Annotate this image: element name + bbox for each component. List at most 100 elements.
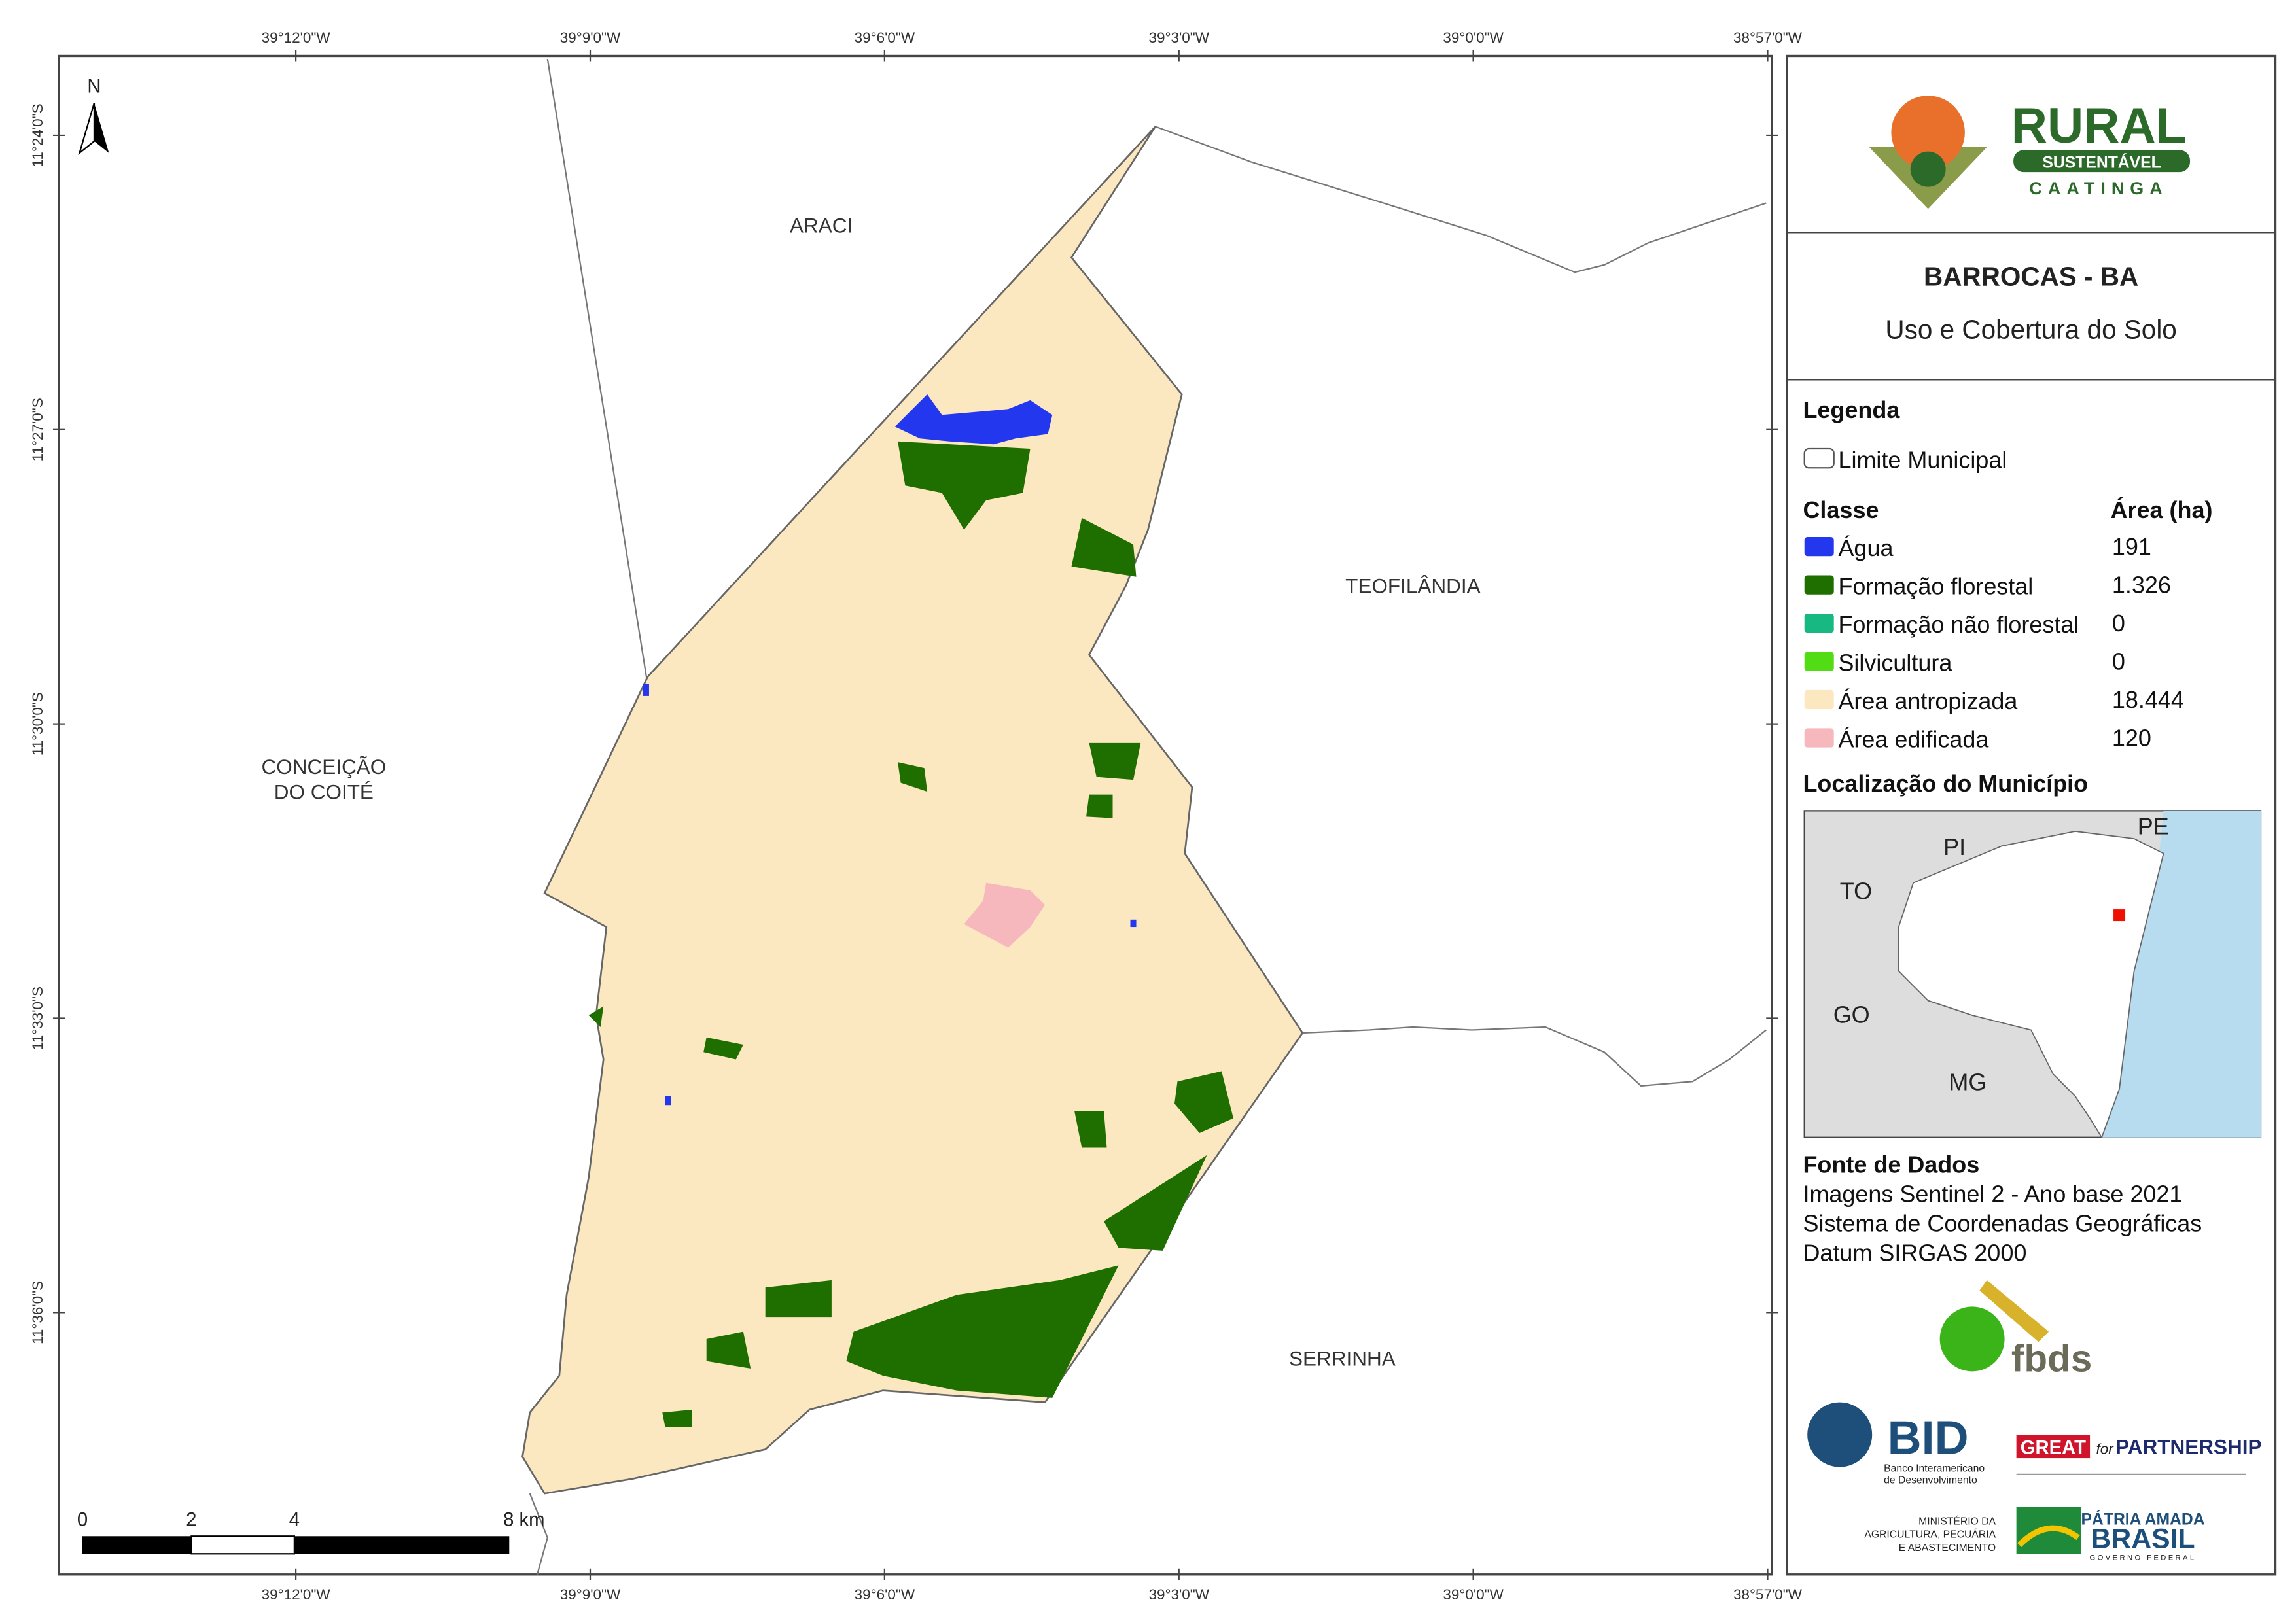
source-line: Datum SIRGAS 2000 bbox=[1803, 1240, 2026, 1266]
state-label: GO bbox=[1833, 1001, 1870, 1028]
logo-sun bbox=[1891, 96, 1965, 169]
location-title: Localização do Município bbox=[1803, 770, 2088, 797]
forest bbox=[898, 762, 928, 792]
bid-sub: Banco Interamericano bbox=[1884, 1463, 1985, 1474]
location-inset: PI PE TO GO MG bbox=[1803, 810, 2262, 1139]
logo-sub: SUSTENTÁVEL bbox=[2042, 153, 2161, 171]
coord-label: 11°33'0"S bbox=[29, 986, 46, 1050]
scale-label: 2 bbox=[186, 1510, 196, 1531]
inset-ocean bbox=[2102, 811, 2261, 1138]
legend-class: Área edificada bbox=[1838, 726, 1988, 753]
forest bbox=[1104, 1155, 1207, 1251]
logo-region: CAATINGA bbox=[2029, 179, 2168, 198]
coord-label: 11°24'0"S bbox=[29, 103, 46, 167]
coord-label: 39°12'0"W bbox=[262, 29, 331, 46]
water bbox=[665, 1096, 671, 1106]
water bbox=[643, 684, 649, 696]
legend-swatch bbox=[1804, 652, 1834, 671]
brasil-flag-arc bbox=[2017, 1525, 2080, 1548]
legend-class: Água bbox=[1838, 534, 1893, 561]
forest bbox=[1086, 794, 1113, 818]
coord-label: 39°3'0"W bbox=[1148, 1586, 1209, 1603]
class-header: Classe bbox=[1803, 497, 1879, 523]
state-label: TO bbox=[1840, 877, 1872, 904]
legend-swatch bbox=[1804, 575, 1834, 595]
water bbox=[894, 394, 1053, 445]
water bbox=[1130, 919, 1137, 928]
scale-bar: 0 2 4 8 km bbox=[77, 1510, 544, 1555]
boundary-line bbox=[546, 58, 648, 685]
coord-label: 39°0'0"W bbox=[1443, 29, 1504, 46]
legend-class: Formação florestal bbox=[1838, 573, 2033, 600]
legend-swatch bbox=[1804, 689, 1834, 710]
legend-area: 18.444 bbox=[2112, 686, 2184, 713]
coordinate-labels: 39°12'0"W 39°12'0"W 39°9'0"W 39°9'0"W 39°6'0… bbox=[29, 29, 1803, 1603]
coord-label: 11°30'0"S bbox=[29, 692, 46, 756]
patria-text: PÁTRIA AMADA bbox=[2081, 1510, 2204, 1528]
coord-label: 38°57'0"W bbox=[1733, 1586, 1803, 1603]
arrow-left bbox=[78, 103, 96, 156]
place-label: TEOFILÂNDIA bbox=[1345, 574, 1480, 597]
source-line: Sistema de Coordenadas Geográficas bbox=[1803, 1210, 2202, 1237]
legend-title: Legenda bbox=[1803, 396, 1900, 423]
great-box bbox=[2016, 1435, 2091, 1459]
boundary-line bbox=[1155, 126, 1767, 273]
panel-title: BARROCAS - BA bbox=[1924, 261, 2138, 291]
coord-label: 39°6'0"W bbox=[855, 1586, 915, 1603]
legend-swatch bbox=[1804, 537, 1834, 557]
coord-label: 11°27'0"S bbox=[29, 398, 46, 461]
bid-mark bbox=[1807, 1402, 1873, 1467]
scale-label: 0 bbox=[77, 1510, 88, 1531]
coord-label: 11°36'0"S bbox=[29, 1281, 46, 1344]
legend-area: 191 bbox=[2112, 533, 2151, 560]
boundary-line bbox=[529, 1493, 548, 1575]
great-partner: PARTNERSHIP bbox=[2115, 1435, 2261, 1458]
state-label: PE bbox=[2138, 812, 2169, 839]
place-label: CONCEIÇÃO bbox=[262, 755, 387, 778]
panel-subtitle: Uso e Cobertura do Solo bbox=[1885, 314, 2176, 344]
forest bbox=[1071, 517, 1137, 577]
arrow-right bbox=[94, 103, 109, 153]
forest bbox=[1174, 1071, 1233, 1133]
partner-logos: fbds BID Banco Interamericano de Desenvo… bbox=[1807, 1280, 2261, 1562]
inset-bahia bbox=[1898, 830, 2164, 1139]
fbds-bar bbox=[1979, 1280, 2049, 1342]
great-for: for bbox=[2096, 1440, 2114, 1457]
coord-label: 39°9'0"W bbox=[560, 29, 621, 46]
legend-area: 120 bbox=[2112, 724, 2151, 751]
logo-band bbox=[2013, 150, 2191, 173]
place-label: SERRINHA bbox=[1289, 1346, 1396, 1370]
ministry-line: E ABASTECIMENTO bbox=[1899, 1543, 1996, 1554]
inset-location bbox=[2113, 909, 2126, 922]
scale-seg bbox=[294, 1536, 510, 1554]
forest-patches bbox=[588, 441, 1233, 1427]
source-line: Imagens Sentinel 2 - Ano base 2021 bbox=[1803, 1181, 2182, 1208]
legend-area: 1.326 bbox=[2112, 571, 2171, 598]
scale-label: 8 km bbox=[503, 1510, 544, 1531]
coord-label: 39°0'0"W bbox=[1443, 1586, 1504, 1603]
legend-class: Silvicultura bbox=[1838, 650, 1952, 676]
water-patches bbox=[643, 394, 1137, 1106]
brasil-text: BRASIL bbox=[2091, 1523, 2195, 1554]
scale-seg bbox=[190, 1535, 295, 1555]
state-label: MG bbox=[1949, 1069, 1987, 1096]
state-label: PI bbox=[1943, 833, 1966, 860]
boundary-swatch bbox=[1803, 447, 1835, 469]
boundary-label: Limite Municipal bbox=[1838, 446, 2007, 473]
fbds-text: fbds bbox=[2011, 1337, 2092, 1380]
forest bbox=[588, 1006, 604, 1028]
legend-class: Área antropizada bbox=[1838, 688, 2017, 714]
boundary-line bbox=[1302, 1026, 1767, 1087]
coord-label: 39°3'0"W bbox=[1148, 29, 1209, 46]
source-title: Fonte de Dados bbox=[1803, 1151, 1979, 1178]
forest bbox=[662, 1409, 692, 1427]
legend-swatch bbox=[1804, 728, 1834, 748]
great-text: GREAT bbox=[2021, 1437, 2086, 1458]
area-header: Área (ha) bbox=[2111, 497, 2213, 523]
rural-logo: RURAL SUSTENTÁVEL CAATINGA bbox=[1869, 96, 2191, 209]
ministry-line: MINISTÉRIO DA bbox=[1918, 1514, 1996, 1527]
forest bbox=[706, 1331, 751, 1369]
legend-class: Formação não florestal bbox=[1838, 611, 2079, 638]
bid-sub: de Desenvolvimento bbox=[1884, 1475, 1977, 1486]
